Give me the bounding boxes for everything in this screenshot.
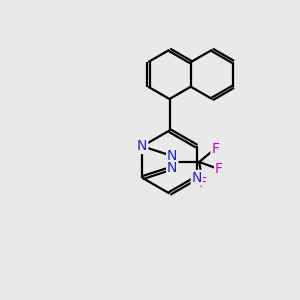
Text: F: F	[199, 176, 207, 190]
Text: N: N	[167, 161, 177, 175]
Text: N: N	[167, 149, 177, 163]
Text: N: N	[192, 171, 202, 185]
Text: F: F	[211, 142, 219, 155]
Text: F: F	[215, 162, 223, 176]
Text: N: N	[137, 139, 147, 153]
